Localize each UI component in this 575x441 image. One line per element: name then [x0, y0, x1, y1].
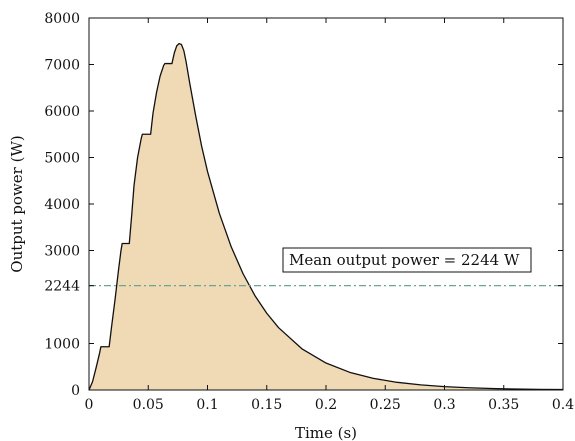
annotation-text: Mean output power = 2244 W — [289, 251, 520, 269]
x-tick-label: 0.1 — [196, 397, 218, 413]
y-tick-label: 7000 — [44, 58, 80, 74]
x-axis-ticks: 0 0.05 0.1 0.15 0.2 0.25 0.3 0.35 0.4 — [85, 18, 574, 413]
x-tick-label: 0.25 — [370, 397, 401, 413]
x-tick-label: 0 — [85, 397, 94, 413]
y-tick-label: 8000 — [44, 11, 80, 27]
y-tick-label: 3000 — [44, 244, 80, 260]
annotation-box — [282, 247, 532, 273]
y-axis-ticks: 0 1000 2244 3000 4000 5000 6000 7000 8000 — [44, 11, 563, 399]
y-axis-label: Output power (W) — [8, 135, 26, 272]
x-tick-label: 0.05 — [133, 397, 164, 413]
y-tick-label: 1000 — [44, 337, 80, 353]
y-tick-label: 6000 — [44, 104, 80, 120]
x-tick-label: 0.2 — [315, 397, 337, 413]
x-tick-label: 0.3 — [433, 397, 455, 413]
y-tick-label: 4000 — [44, 197, 80, 213]
area-fill — [89, 43, 563, 390]
annotation: Mean output power = 2244 W — [282, 247, 532, 273]
x-tick-label: 0.15 — [251, 397, 282, 413]
x-axis-label: Time (s) — [295, 424, 357, 441]
y-tick-label: 5000 — [44, 151, 80, 167]
y-tick-label: 0 — [71, 383, 80, 399]
y-tick-label: 2244 — [44, 279, 80, 295]
area-series — [88, 42, 564, 391]
x-tick-label: 0.4 — [552, 397, 574, 413]
series-line — [88, 42, 564, 391]
x-tick-label: 0.35 — [488, 397, 519, 413]
